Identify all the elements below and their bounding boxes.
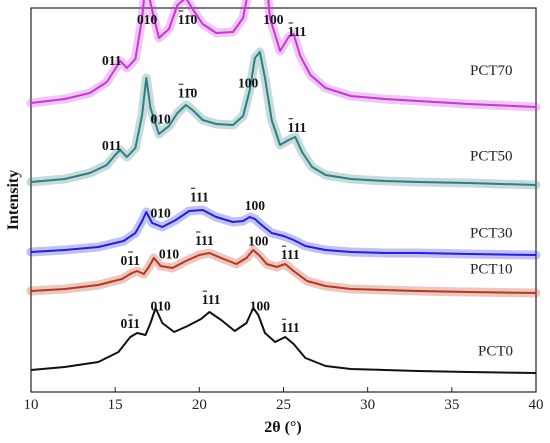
peak-label-3: 011	[102, 53, 122, 68]
peak-label-21: 100	[250, 299, 271, 314]
peak-label-14: 010	[159, 246, 180, 261]
series-label-pct30: PCT30	[470, 226, 513, 242]
peak-label-11: 111	[190, 189, 209, 204]
x-axis-ticks: 10 15 20 25 30 35 40	[24, 387, 544, 413]
x-tick-label-15: 15	[108, 397, 123, 413]
x-tick-label-35: 35	[444, 397, 459, 413]
x-axis-title: 2θ (°)	[264, 419, 301, 436]
series-line-pct50	[30, 51, 537, 186]
series-labels: PCT70 PCT50 PCT30 PCT10 PCT0	[470, 63, 513, 360]
peak-label-16: 100	[248, 234, 269, 249]
peak-label-7: 100	[238, 76, 259, 91]
peak-label-15: 111	[195, 233, 214, 248]
peak-label-2: 100	[263, 12, 284, 27]
peak-label-10: 010	[150, 205, 171, 220]
series-line-pct0	[30, 307, 537, 374]
peak-label-6: 11̄0	[178, 85, 198, 100]
series-line-pct70	[30, 0, 537, 108]
x-tick-label-25: 25	[276, 397, 291, 413]
peak-annotations: 010 11̄0 100 011 111 010 11̄0 100 011 111 010 111 10…	[102, 10, 307, 335]
series-line-pct30	[30, 209, 537, 256]
x-tick-label-10: 10	[24, 397, 39, 413]
x-tick-label-40: 40	[529, 397, 544, 413]
peak-label-17: 111	[281, 247, 300, 262]
peak-label-22: 111	[281, 320, 300, 335]
series-label-pct0: PCT0	[478, 344, 513, 360]
x-tick-label-20: 20	[192, 397, 207, 413]
peak-label-13: 011	[121, 253, 141, 268]
series-label-pct10: PCT10	[470, 262, 513, 278]
peak-label-1: 11̄0	[178, 12, 198, 27]
series-label-pct70: PCT70	[470, 63, 513, 79]
peak-label-4: 111	[288, 24, 307, 39]
peak-label-19: 010	[150, 298, 171, 313]
peak-label-12: 100	[245, 198, 266, 213]
peak-label-9: 111	[288, 120, 307, 135]
y-axis-title: Intensity	[5, 170, 22, 230]
x-tick-label-30: 30	[360, 397, 375, 413]
peak-label-20: 111	[202, 292, 221, 307]
peak-label-18: 011	[121, 316, 141, 331]
peak-label-8: 011	[102, 138, 122, 153]
series-label-pct50: PCT50	[470, 149, 513, 165]
peak-label-5: 010	[150, 112, 171, 127]
series-line-pct10	[30, 249, 537, 294]
series-lines-group	[30, 0, 537, 374]
peak-label-0: 010	[137, 12, 158, 27]
